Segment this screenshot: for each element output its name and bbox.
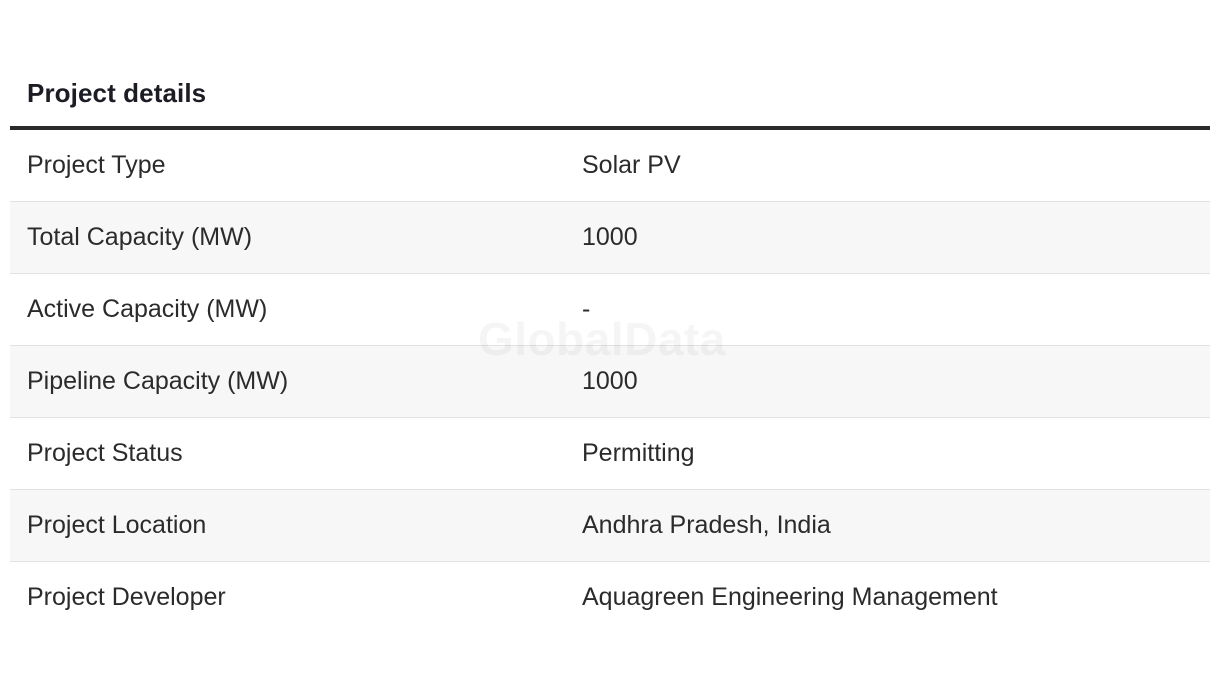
row-label-active-capacity: Active Capacity (MW) [27, 295, 268, 323]
table-row: Active Capacity (MW) - [10, 274, 1210, 346]
row-value-project-type: Solar PV [582, 151, 681, 179]
table-row: Project Location Andhra Pradesh, India [10, 490, 1210, 562]
row-value-project-status: Permitting [582, 439, 695, 467]
section-title: Project details [27, 78, 207, 108]
table-row: Project Type Solar PV [10, 130, 1210, 202]
row-label-project-type: Project Type [27, 151, 166, 179]
row-label-project-developer: Project Developer [27, 583, 226, 611]
row-label-pipeline-capacity: Pipeline Capacity (MW) [27, 367, 289, 395]
row-label-total-capacity: Total Capacity (MW) [27, 223, 253, 251]
row-value-pipeline-capacity: 1000 [582, 367, 638, 395]
row-value-active-capacity: - [582, 295, 591, 323]
row-value-project-location: Andhra Pradesh, India [582, 511, 831, 539]
project-details-table: Project Type Solar PV Total Capacity (MW… [10, 126, 1210, 633]
row-value-total-capacity: 1000 [582, 223, 638, 251]
table-row: Project Status Permitting [10, 418, 1210, 490]
table-row: Project Developer Aquagreen Engineering … [10, 562, 1210, 633]
row-label-project-status: Project Status [27, 439, 183, 467]
row-value-project-developer: Aquagreen Engineering Management [582, 583, 998, 611]
table-row: Total Capacity (MW) 1000 [10, 202, 1210, 274]
row-label-project-location: Project Location [27, 511, 207, 539]
table-row: Pipeline Capacity (MW) 1000 [10, 346, 1210, 418]
